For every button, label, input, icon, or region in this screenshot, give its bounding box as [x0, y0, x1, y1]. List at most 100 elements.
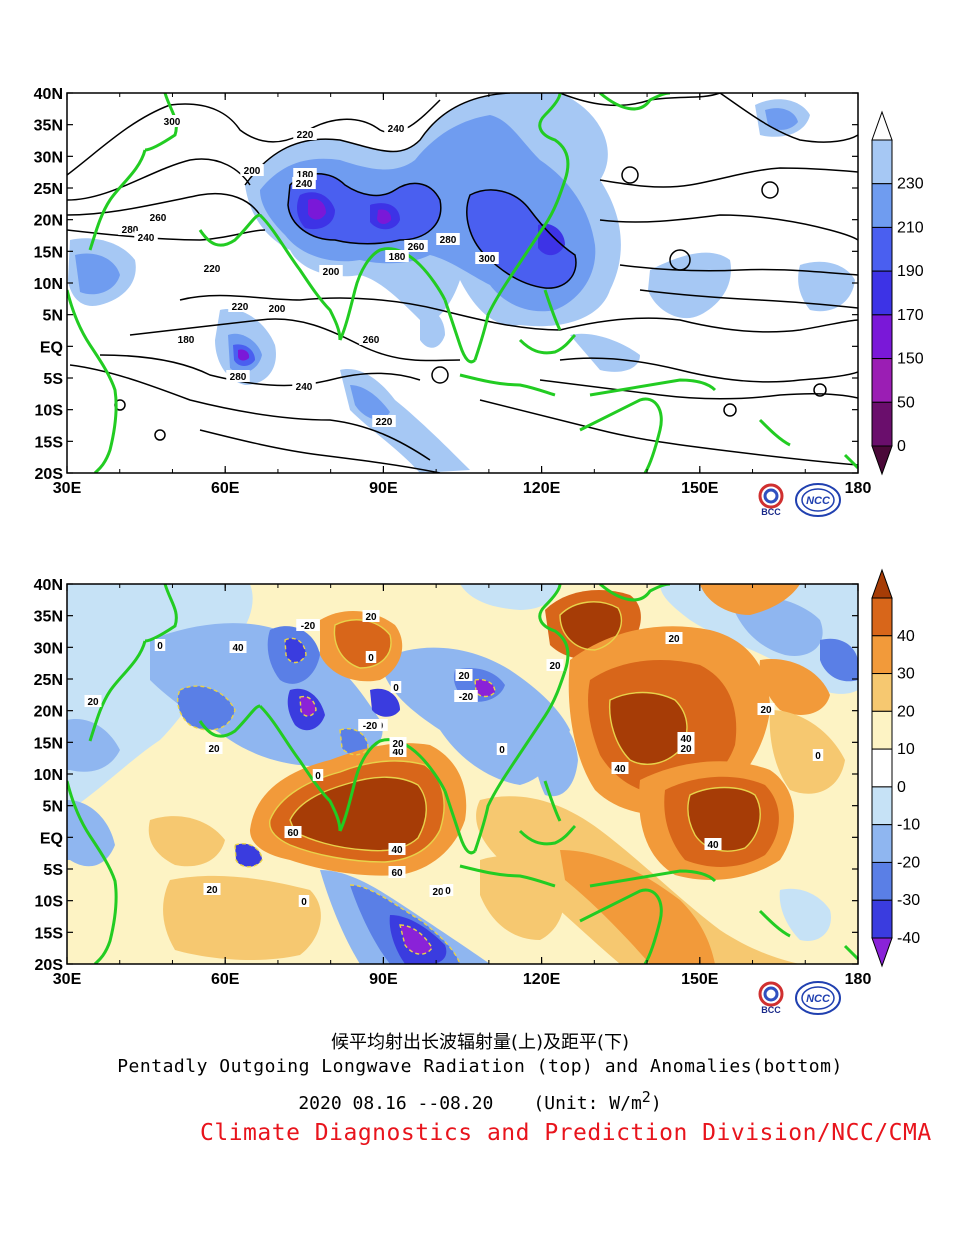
colorbar-label: 20 [897, 703, 915, 720]
top-coastlines [67, 93, 858, 473]
top-olr-map: 40N 35N 30N 25N 20N 15N 10N 5N EQ 5S 10S 15S 20S 30E… [34, 86, 924, 497]
top-lat-axis: 40N 35N 30N 25N 20N 15N 10N 5N EQ 5S 10S 15S 20S [34, 86, 858, 483]
caption-organization: Climate Diagnostics and Prediction Divis… [200, 1120, 932, 1146]
lat-tick-label: 20S [35, 957, 64, 974]
contour-label-bg [384, 122, 408, 134]
contour-label-bg [293, 128, 317, 140]
lat-tick-label: 15S [35, 434, 64, 451]
contour-label: 20 [206, 885, 218, 896]
contour-label-bg [812, 749, 824, 761]
lon-tick-label: 60E [211, 480, 240, 497]
top-lon-axis: 30E 60E 90E 120E 150E 180 [53, 93, 871, 497]
lat-tick-label: 20S [35, 466, 64, 483]
colorbar-box [871, 597, 893, 637]
lon-tick-label: 150E [681, 971, 719, 988]
bottom-lon-axis: 30E 60E 90E 120E 150E 180 [53, 584, 871, 988]
contour-label-bg [292, 177, 316, 189]
lon-tick-label: 30E [53, 971, 82, 988]
lat-tick-label: 15S [35, 925, 64, 942]
colorbar-box [871, 314, 893, 360]
contour-label: 220 [232, 302, 249, 313]
top-contour-lines [67, 93, 858, 473]
contour-label-bg [84, 695, 102, 707]
contour-label: 0 [499, 745, 505, 756]
bcc-logo-icon: BCC [758, 981, 784, 1015]
contour-label-bg [404, 240, 428, 252]
contour-label-bg [154, 639, 166, 651]
svg-text:BCC: BCC [761, 507, 781, 517]
contour-label-bg [312, 769, 324, 781]
lat-tick-label: 5S [43, 862, 63, 879]
contour-label-bg [240, 164, 264, 176]
colorbar-label: -20 [897, 854, 920, 871]
colorbar-box [871, 710, 893, 750]
contour-label: 280 [122, 225, 139, 236]
lat-tick-label: 10S [35, 894, 64, 911]
colorbar-label: 50 [897, 394, 915, 411]
caption-date-unit: 2020 08.16 --08.20 (Unit: W/m2) [0, 1088, 960, 1114]
colorbar-label: 30 [897, 666, 915, 683]
contour-label: 280 [440, 235, 457, 246]
contour-label: 20 [432, 887, 444, 898]
lat-tick-label: 30N [34, 640, 63, 657]
colorbar-box [871, 358, 893, 403]
date-range: 2020 08.16 --08.20 [298, 1093, 494, 1114]
contour-label-bg [704, 838, 722, 850]
colorbar-label: 0 [897, 779, 906, 796]
contour-label-bg [372, 415, 396, 427]
colorbar-box [871, 673, 893, 712]
contour-label-bg [546, 659, 564, 671]
contour-label: 40 [614, 764, 626, 775]
contour-label: 200 [244, 166, 261, 177]
bottom-coastlines [67, 584, 858, 964]
colorbar-box [871, 139, 893, 185]
contour-label: 20 [392, 739, 404, 750]
contour-label: -20 [459, 692, 474, 703]
contour-label: 240 [296, 179, 313, 190]
lat-tick-label: 40N [34, 86, 63, 103]
contour-label-bg [292, 380, 316, 392]
contour-label-bg [362, 610, 380, 622]
lon-tick-label: 30E [53, 480, 82, 497]
colorbar-box [871, 183, 893, 228]
contour-label: 240 [138, 233, 155, 244]
contour-label-bg [388, 866, 406, 878]
contour-label: -20 [363, 721, 378, 732]
contour-label: 20 [365, 612, 377, 623]
contour-label-bg [496, 743, 508, 755]
contour-label-bg [319, 265, 343, 277]
contour-label: 20 [680, 744, 692, 755]
contour-label: 0 [815, 751, 821, 762]
contour-label-bg [388, 843, 406, 855]
contour-label: 200 [269, 304, 286, 315]
lat-tick-label: 15N [34, 244, 63, 261]
contour-label: 200 [323, 267, 340, 278]
colorbar-box [871, 786, 893, 826]
contour-label: 220 [204, 264, 221, 275]
contour-label-bg [365, 651, 377, 663]
lat-tick-label: 10N [34, 276, 63, 293]
contour-label: 260 [408, 242, 425, 253]
contour-label-bg [174, 333, 198, 345]
lat-tick-label: 5S [43, 371, 63, 388]
colorbar-label: -30 [897, 892, 920, 909]
contour-label-bg [134, 231, 158, 243]
bottom-map-fields [67, 584, 858, 964]
contour-label: -20 [301, 621, 316, 632]
contour-label: 0 [368, 653, 374, 664]
colorbar-box [871, 226, 893, 272]
contour-label: 240 [388, 124, 405, 135]
contour-label: 180 [297, 170, 314, 181]
contour-label-bg [385, 250, 409, 262]
contour-label: 0 [315, 771, 321, 782]
lat-tick-label: 20N [34, 704, 63, 721]
colorbar-top-triangle [871, 568, 893, 599]
contour-label: 0 [157, 641, 163, 652]
contour-label-bg [475, 252, 499, 264]
contour-label-bg [454, 690, 478, 702]
contour-label: 60 [287, 828, 299, 839]
contour-label-bg [229, 641, 247, 653]
colorbar-label: 0 [897, 438, 906, 455]
